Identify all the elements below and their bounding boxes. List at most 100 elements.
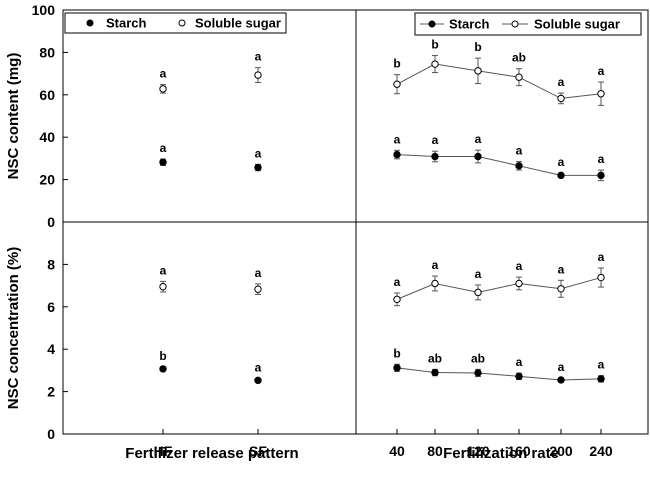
data-point-starch bbox=[254, 163, 262, 172]
data-point-starch bbox=[393, 150, 401, 159]
y-tick-label: 100 bbox=[32, 2, 56, 18]
data-point-starch bbox=[557, 171, 565, 180]
legend-label-soluble-sugar: Soluble sugar bbox=[534, 17, 620, 32]
significance-letter-starch: a bbox=[255, 361, 262, 375]
x-axis-title-right: Fertilization rate bbox=[443, 445, 559, 462]
significance-letter-soluble-sugar: a bbox=[394, 275, 401, 289]
significance-letter-soluble-sugar: a bbox=[160, 67, 167, 81]
y-axis-title-top: NSC content (mg) bbox=[5, 53, 22, 180]
data-point-soluble-sugar bbox=[515, 279, 523, 288]
panel-frame-top-right bbox=[355, 9, 649, 223]
data-point-soluble-sugar bbox=[254, 71, 262, 79]
data-point-starch bbox=[159, 158, 167, 166]
legend-top-right: Starch Soluble sugar bbox=[414, 12, 642, 36]
y-tick-label: 40 bbox=[39, 129, 55, 145]
data-point-soluble-sugar bbox=[597, 273, 605, 282]
y-tick-label: 80 bbox=[39, 44, 55, 60]
legend-marker-soluble-sugar bbox=[178, 19, 186, 27]
data-point-soluble-sugar bbox=[254, 285, 262, 293]
significance-letter-starch: a bbox=[598, 358, 605, 372]
data-point-starch bbox=[557, 376, 565, 384]
significance-letter-starch: a bbox=[516, 144, 523, 158]
significance-letter-starch: b bbox=[159, 349, 166, 363]
legend-label-starch: Starch bbox=[449, 17, 490, 32]
significance-letter-starch: a bbox=[516, 355, 523, 369]
data-point-starch bbox=[431, 368, 439, 377]
significance-letter-soluble-sugar: a bbox=[255, 266, 262, 280]
data-point-starch bbox=[254, 376, 262, 385]
data-point-soluble-sugar bbox=[393, 80, 401, 88]
significance-letter-soluble-sugar: a bbox=[598, 250, 605, 264]
data-point-starch bbox=[597, 171, 605, 180]
significance-letter-starch: ab bbox=[471, 351, 485, 365]
x-tick-label: HF bbox=[154, 443, 173, 459]
data-point-starch bbox=[515, 162, 523, 170]
significance-letter-soluble-sugar: b bbox=[393, 57, 400, 71]
significance-letter-starch: b bbox=[393, 346, 400, 360]
panel-frame-bottom-left bbox=[62, 221, 357, 435]
x-tick-label: 120 bbox=[466, 443, 490, 459]
data-point-soluble-sugar bbox=[393, 295, 401, 304]
data-point-soluble-sugar bbox=[159, 282, 167, 291]
x-tick-label: SF bbox=[249, 443, 267, 459]
legend-marker-starch bbox=[86, 19, 94, 27]
y-tick-label: 60 bbox=[39, 87, 55, 103]
legend-top-left: Starch Soluble sugar bbox=[64, 12, 287, 34]
data-point-soluble-sugar bbox=[431, 60, 439, 68]
significance-letter-starch: a bbox=[558, 155, 565, 169]
significance-letter-starch: a bbox=[598, 152, 605, 166]
data-point-soluble-sugar bbox=[474, 67, 482, 75]
y-tick-label: 2 bbox=[47, 384, 55, 400]
significance-letter-soluble-sugar: b bbox=[431, 38, 438, 52]
data-point-starch bbox=[431, 152, 439, 161]
significance-letter-soluble-sugar: a bbox=[516, 259, 523, 273]
significance-letter-starch: a bbox=[160, 141, 167, 155]
significance-letter-starch: a bbox=[475, 132, 482, 146]
legend-marker-soluble-sugar bbox=[511, 20, 519, 28]
data-point-starch bbox=[474, 369, 482, 377]
data-point-starch bbox=[393, 364, 401, 372]
x-tick-label: 200 bbox=[549, 443, 573, 459]
significance-letter-soluble-sugar: a bbox=[160, 263, 167, 277]
y-tick-label: 6 bbox=[47, 299, 55, 315]
y-tick-label: 4 bbox=[47, 341, 55, 357]
series-line-starch bbox=[396, 154, 601, 176]
significance-letter-soluble-sugar: a bbox=[598, 64, 605, 78]
significance-letter-starch: a bbox=[394, 132, 401, 146]
series-line-soluble-sugar bbox=[396, 63, 602, 99]
x-tick-label: 240 bbox=[589, 443, 613, 459]
significance-letter-soluble-sugar: b bbox=[474, 40, 481, 54]
data-point-soluble-sugar bbox=[159, 85, 167, 93]
y-axis-title-bottom: NSC concentration (%) bbox=[5, 247, 22, 410]
data-point-soluble-sugar bbox=[515, 73, 523, 81]
legend-label-soluble-sugar: Soluble sugar bbox=[195, 16, 281, 31]
legend-marker-starch bbox=[428, 20, 436, 28]
significance-letter-starch: a bbox=[255, 146, 262, 160]
x-tick-label: 40 bbox=[389, 443, 405, 459]
significance-letter-soluble-sugar: a bbox=[432, 258, 439, 272]
data-point-starch bbox=[474, 152, 482, 161]
data-point-soluble-sugar bbox=[557, 94, 565, 103]
x-axis-title-left: Fertilizer release pattern bbox=[125, 445, 298, 462]
panel-frame-top-left bbox=[62, 9, 357, 223]
significance-letter-starch: ab bbox=[428, 351, 442, 365]
series-line-soluble-sugar bbox=[396, 277, 602, 300]
significance-letter-soluble-sugar: a bbox=[558, 75, 565, 89]
x-tick-label: 160 bbox=[507, 443, 531, 459]
data-point-starch bbox=[515, 372, 523, 381]
y-tick-label: 0 bbox=[47, 426, 55, 442]
legend-label-starch: Starch bbox=[106, 16, 147, 31]
legend-box bbox=[64, 12, 287, 34]
significance-letter-soluble-sugar: a bbox=[558, 262, 565, 276]
panel-frame-bottom-right bbox=[355, 221, 649, 435]
data-point-soluble-sugar bbox=[597, 90, 605, 98]
series-line-starch bbox=[396, 367, 602, 381]
significance-letter-soluble-sugar: a bbox=[475, 267, 482, 281]
data-point-starch bbox=[597, 375, 605, 383]
data-point-starch bbox=[159, 365, 167, 373]
significance-letter-starch: a bbox=[432, 133, 439, 147]
significance-letter-soluble-sugar: a bbox=[255, 50, 262, 64]
data-point-soluble-sugar bbox=[557, 285, 565, 293]
